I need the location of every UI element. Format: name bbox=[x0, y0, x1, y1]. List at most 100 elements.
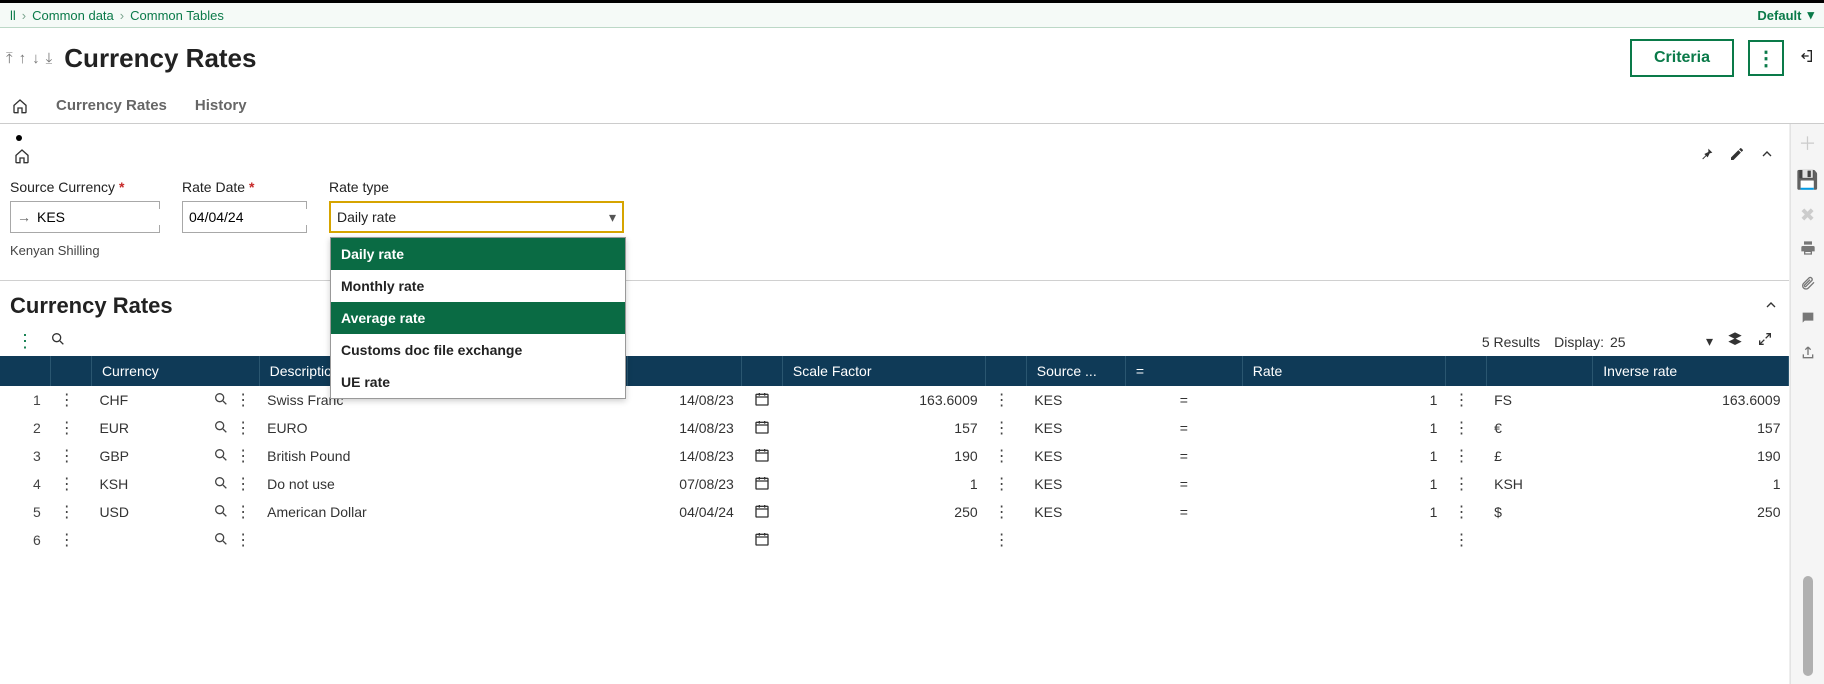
home-icon[interactable] bbox=[12, 98, 28, 114]
menu-icon[interactable]: ⋮ bbox=[994, 504, 1010, 521]
first-record-icon[interactable]: ⤒ bbox=[6, 50, 13, 67]
menu-icon[interactable]: ⋮ bbox=[1453, 448, 1469, 465]
share-icon[interactable] bbox=[1800, 345, 1816, 366]
currency-cell[interactable]: USD⋮ bbox=[91, 498, 259, 526]
row-menu-cell[interactable]: ⋮ bbox=[51, 498, 92, 526]
pin-icon[interactable] bbox=[1699, 146, 1715, 165]
menu-icon[interactable]: ⋮ bbox=[994, 392, 1010, 409]
source-currency-input[interactable]: → ⋮ bbox=[10, 201, 160, 233]
dropdown-option[interactable]: Daily rate bbox=[331, 238, 625, 270]
rate-menu-cell[interactable]: ⋮ bbox=[1445, 414, 1486, 442]
home-icon[interactable] bbox=[14, 148, 30, 164]
search-icon[interactable] bbox=[213, 391, 229, 410]
menu-icon[interactable]: ⋮ bbox=[235, 446, 251, 466]
dropdown-option[interactable]: UE rate bbox=[331, 366, 625, 398]
layers-icon[interactable] bbox=[1727, 331, 1743, 352]
table-row[interactable]: 3⋮GBP⋮British Pound14/08/23190⋮KES=1⋮£19… bbox=[0, 442, 1789, 470]
menu-icon[interactable]: ⋮ bbox=[59, 448, 75, 465]
table-row[interactable]: 4⋮KSH⋮Do not use07/08/231⋮KES=1⋮KSH1 bbox=[0, 470, 1789, 498]
collapse-icon[interactable] bbox=[1763, 297, 1779, 316]
last-record-icon[interactable]: ⤓ bbox=[46, 50, 53, 67]
breadcrumb-item[interactable]: Common Tables bbox=[130, 8, 224, 23]
table-row[interactable]: 1⋮CHF⋮Swiss Franc14/08/23163.6009⋮KES=1⋮… bbox=[0, 386, 1789, 414]
rate-menu-cell[interactable]: ⋮ bbox=[1445, 442, 1486, 470]
menu-icon[interactable]: ⋮ bbox=[994, 448, 1010, 465]
breadcrumb-item[interactable]: ll bbox=[10, 8, 16, 23]
menu-icon[interactable]: ⋮ bbox=[994, 476, 1010, 493]
rate-menu-cell[interactable]: ⋮ bbox=[1445, 498, 1486, 526]
currency-cell[interactable]: EUR⋮ bbox=[91, 414, 259, 442]
calendar-cell[interactable] bbox=[742, 386, 783, 414]
attachment-icon[interactable] bbox=[1800, 275, 1816, 296]
menu-icon[interactable]: ⋮ bbox=[1453, 392, 1469, 409]
next-record-icon[interactable]: ↓ bbox=[32, 50, 40, 67]
search-icon[interactable] bbox=[213, 475, 229, 494]
table-menu-icon[interactable]: ⋮ bbox=[16, 331, 34, 352]
currency-cell[interactable]: ⋮ bbox=[91, 526, 259, 554]
save-icon[interactable]: 💾 bbox=[1796, 170, 1818, 191]
add-icon[interactable]: ＋ bbox=[1799, 130, 1817, 156]
col-source[interactable]: Source ... bbox=[1026, 356, 1125, 386]
currency-cell[interactable]: GBP⋮ bbox=[91, 442, 259, 470]
calendar-cell[interactable] bbox=[742, 526, 783, 554]
source-menu-cell[interactable]: ⋮ bbox=[986, 414, 1027, 442]
exit-icon[interactable] bbox=[1798, 47, 1814, 70]
menu-icon[interactable]: ⋮ bbox=[59, 392, 75, 409]
prev-record-icon[interactable]: ↑ bbox=[19, 50, 27, 67]
calendar-cell[interactable] bbox=[742, 442, 783, 470]
menu-icon[interactable]: ⋮ bbox=[235, 530, 251, 550]
source-menu-cell[interactable]: ⋮ bbox=[986, 526, 1027, 554]
menu-icon[interactable]: ⋮ bbox=[1453, 532, 1469, 549]
col-currency[interactable]: Currency bbox=[91, 356, 259, 386]
scrollbar-thumb[interactable] bbox=[1803, 576, 1813, 676]
calendar-cell[interactable] bbox=[742, 470, 783, 498]
rate-date-input[interactable] bbox=[182, 201, 307, 233]
menu-icon[interactable]: ⋮ bbox=[59, 532, 75, 549]
caret-down-icon[interactable]: ▾ bbox=[609, 209, 616, 226]
delete-icon[interactable]: ✖ bbox=[1800, 205, 1815, 226]
menu-icon[interactable]: ⋮ bbox=[235, 502, 251, 522]
row-menu-cell[interactable]: ⋮ bbox=[51, 526, 92, 554]
rate-menu-cell[interactable]: ⋮ bbox=[1445, 526, 1486, 554]
rate-menu-cell[interactable]: ⋮ bbox=[1445, 386, 1486, 414]
collapse-icon[interactable] bbox=[1759, 146, 1775, 165]
menu-icon[interactable]: ⋮ bbox=[59, 504, 75, 521]
col-inverse[interactable]: Inverse rate bbox=[1593, 356, 1789, 386]
table-row[interactable]: 6⋮⋮⋮⋮ bbox=[0, 526, 1789, 554]
source-menu-cell[interactable]: ⋮ bbox=[986, 386, 1027, 414]
breadcrumb-item[interactable]: Common data bbox=[32, 8, 114, 23]
dropdown-option[interactable]: Monthly rate bbox=[331, 270, 625, 302]
search-icon[interactable] bbox=[50, 331, 66, 352]
menu-icon[interactable]: ⋮ bbox=[994, 532, 1010, 549]
tab-history[interactable]: History bbox=[195, 97, 247, 114]
display-selector[interactable]: Display: 25 ▾ bbox=[1554, 333, 1713, 350]
rate-type-select[interactable]: Daily rate ▾ Daily rateMonthly rateAvera… bbox=[329, 201, 624, 233]
source-menu-cell[interactable]: ⋮ bbox=[986, 470, 1027, 498]
table-row[interactable]: 2⋮EUR⋮EURO14/08/23157⋮KES=1⋮€157 bbox=[0, 414, 1789, 442]
menu-icon[interactable]: ⋮ bbox=[235, 418, 251, 438]
menu-icon[interactable]: ⋮ bbox=[1453, 420, 1469, 437]
dropdown-option[interactable]: Customs doc file exchange bbox=[331, 334, 625, 366]
currency-cell[interactable]: KSH⋮ bbox=[91, 470, 259, 498]
row-menu-cell[interactable]: ⋮ bbox=[51, 414, 92, 442]
row-menu-cell[interactable]: ⋮ bbox=[51, 386, 92, 414]
menu-icon[interactable]: ⋮ bbox=[235, 474, 251, 494]
expand-icon[interactable] bbox=[1757, 331, 1773, 352]
tab-currency-rates[interactable]: Currency Rates bbox=[56, 97, 167, 114]
menu-icon[interactable]: ⋮ bbox=[59, 476, 75, 493]
comment-icon[interactable] bbox=[1800, 310, 1816, 331]
menu-icon[interactable]: ⋮ bbox=[1453, 476, 1469, 493]
print-icon[interactable] bbox=[1800, 240, 1816, 261]
col-scale[interactable]: Scale Factor bbox=[782, 356, 985, 386]
menu-icon[interactable]: ⋮ bbox=[1453, 504, 1469, 521]
more-actions-button[interactable]: ⋮ bbox=[1748, 40, 1784, 76]
rate-menu-cell[interactable]: ⋮ bbox=[1445, 470, 1486, 498]
criteria-button[interactable]: Criteria bbox=[1630, 39, 1734, 77]
calendar-cell[interactable] bbox=[742, 498, 783, 526]
menu-icon[interactable]: ⋮ bbox=[235, 390, 251, 410]
currency-cell[interactable]: CHF⋮ bbox=[91, 386, 259, 414]
view-selector[interactable]: Default ▾ bbox=[1757, 7, 1814, 23]
source-menu-cell[interactable]: ⋮ bbox=[986, 442, 1027, 470]
source-menu-cell[interactable]: ⋮ bbox=[986, 498, 1027, 526]
edit-icon[interactable] bbox=[1729, 146, 1745, 165]
